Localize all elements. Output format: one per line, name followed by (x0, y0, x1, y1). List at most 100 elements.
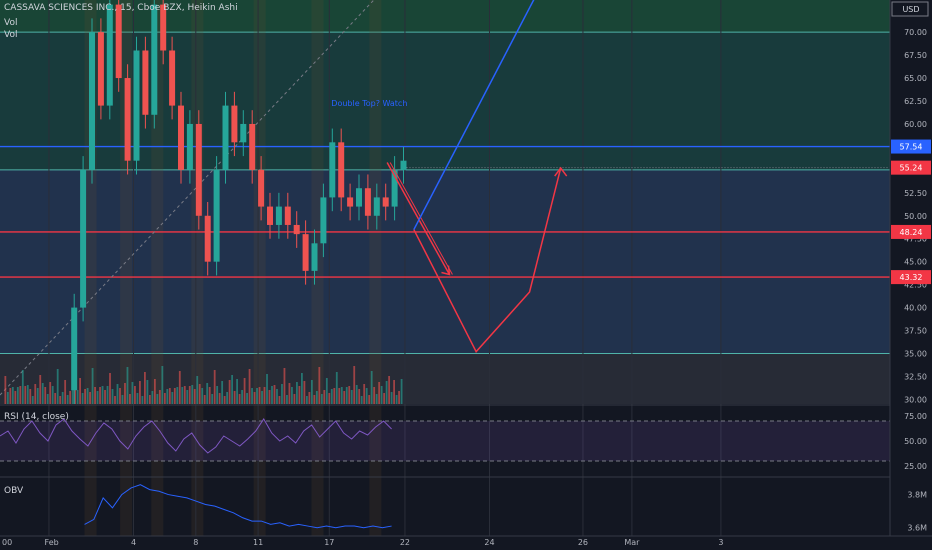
dashed-trendline (0, 0, 375, 396)
annotation-label[interactable]: Double Top? Watch (331, 99, 407, 108)
candle (249, 123, 256, 170)
volume-bar (325, 378, 328, 404)
volume-bar (151, 391, 154, 404)
rsi-line (0, 418, 392, 454)
volume-bar (186, 390, 189, 404)
volume-bar (173, 388, 176, 404)
volume-bar (296, 382, 298, 404)
obv-tick-label: 3.6M (907, 524, 927, 533)
volume-bar (148, 395, 151, 404)
volume-bar (29, 389, 32, 404)
volume-bar (261, 391, 263, 404)
candle (186, 123, 193, 170)
volume-bar (393, 380, 396, 404)
volume-bar (293, 394, 296, 404)
volume-bars (4, 366, 403, 404)
price-candles (71, 0, 407, 404)
volume-bar (380, 386, 383, 404)
candle (142, 50, 149, 115)
volume-bar (19, 386, 22, 404)
symbol-name[interactable]: CASSAVA SCIENCES INC. (4, 3, 115, 13)
volume-bar (171, 392, 174, 404)
date-tick-label: 3 (718, 538, 723, 547)
volume-bar (263, 387, 266, 404)
interval[interactable]: 15 (120, 3, 132, 13)
volume-bar (343, 391, 346, 404)
date-tick-label: 00 (2, 538, 12, 547)
volume-bar (198, 384, 201, 404)
volume-bar (400, 379, 403, 404)
volume-bar (146, 380, 149, 404)
down-arrow-red-2[interactable] (389, 162, 453, 275)
session-stripe-1 (120, 0, 133, 536)
candle (178, 105, 184, 170)
volume-bar (390, 392, 393, 404)
volume-bar (183, 386, 186, 404)
volume-bar (246, 393, 248, 404)
down-arrowhead[interactable] (441, 265, 451, 276)
volume-bar (226, 392, 229, 404)
currency-label[interactable]: USD (902, 5, 919, 14)
price-tick-label: 60.00 (904, 120, 927, 129)
volume-bar (56, 369, 59, 404)
volume-bar (241, 390, 243, 404)
volume-bar (139, 381, 141, 404)
currency-box[interactable] (891, 1, 929, 17)
obv-pane: OBV (0, 476, 932, 529)
volume-bar (303, 381, 306, 404)
volume-bar (310, 380, 313, 404)
down-arrow-red[interactable] (386, 162, 451, 275)
candle (356, 188, 362, 207)
volume-bar (124, 383, 126, 404)
candle (284, 206, 291, 225)
volume-bar (94, 387, 96, 404)
volume-bar (131, 382, 134, 404)
volume-bar (44, 387, 47, 404)
price-tick-label: 47.50 (904, 235, 927, 244)
volume-bar (39, 375, 42, 404)
exchange: Cboe BZX (137, 3, 182, 13)
date-tick-label: 8 (193, 538, 198, 547)
obv-line (84, 484, 392, 529)
chart-style[interactable]: Heikin Ashi (187, 3, 238, 13)
volume-bar (398, 391, 400, 404)
candle (347, 197, 354, 207)
obv-tick-label: 3.8M (907, 491, 927, 500)
candle (382, 197, 389, 207)
volume-bar (268, 390, 271, 404)
rsi-tick-label: 50.00 (904, 437, 927, 446)
volume-bar (178, 371, 181, 404)
volume-bar (216, 386, 219, 404)
volume-bar (69, 391, 72, 404)
candle (204, 215, 211, 262)
price-tag-43.32 (891, 270, 931, 285)
candle (302, 234, 309, 271)
volume-bar (31, 396, 34, 404)
volume-bar (395, 395, 398, 404)
volume-bar (298, 386, 301, 404)
candle (400, 160, 407, 170)
trendline-blue[interactable] (413, 0, 539, 230)
volume-bar (218, 393, 221, 404)
price-tag-55.24 (891, 160, 931, 175)
volume-bar (231, 375, 234, 404)
volume-bar (99, 387, 101, 404)
volume-bar (168, 388, 171, 404)
candle (364, 188, 371, 216)
horizontal-levels[interactable] (0, 0, 890, 396)
volume-bar (86, 388, 89, 404)
volume-bar (355, 385, 358, 404)
volume-bar (26, 385, 29, 404)
volume-bar (4, 376, 7, 404)
volume-bar (134, 386, 136, 404)
projection-path-red[interactable] (413, 167, 562, 353)
volume-bar (208, 387, 211, 404)
indicator-legend-vol-1[interactable]: Vol (4, 18, 18, 28)
projection-arrowhead[interactable] (554, 166, 568, 177)
volume-bar (51, 386, 54, 404)
indicator-legend-vol-2[interactable]: Vol (4, 30, 18, 40)
volume-bar (201, 388, 204, 404)
drawings[interactable] (386, 0, 568, 353)
volume-bar (196, 376, 199, 404)
